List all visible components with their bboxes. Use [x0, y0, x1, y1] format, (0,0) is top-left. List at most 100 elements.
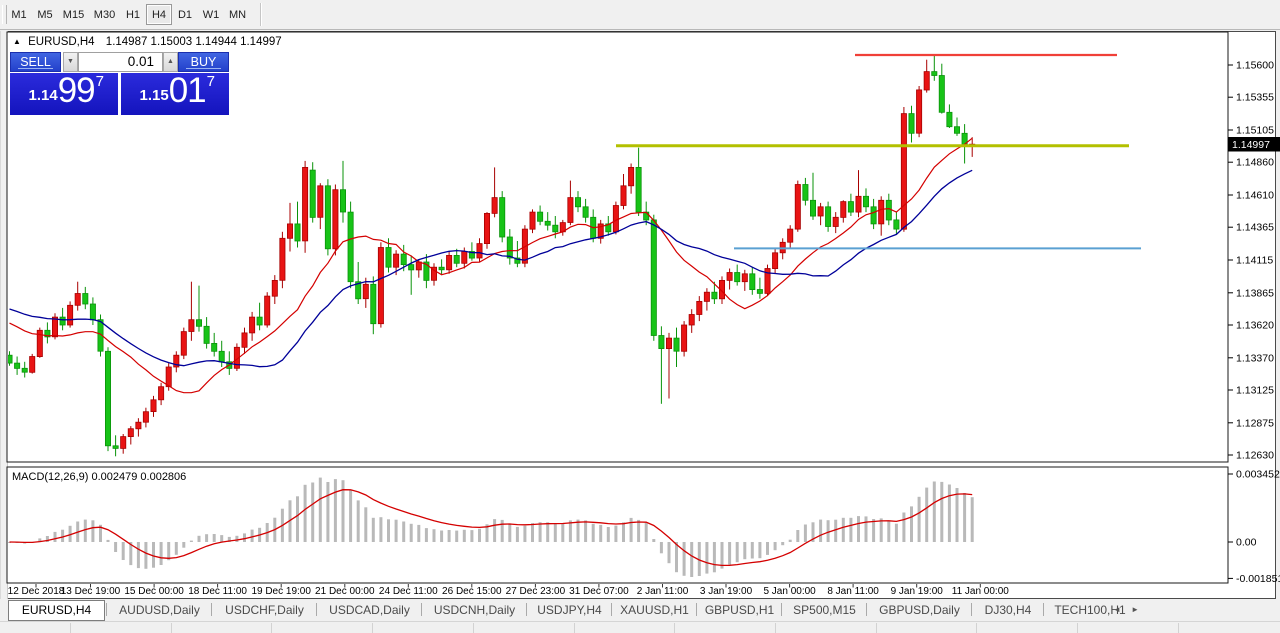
timeframe-button-W1[interactable]: W1	[202, 9, 220, 21]
timeframe-button-M30[interactable]: M30	[93, 9, 116, 21]
volume-input[interactable]: 0.01	[78, 52, 163, 72]
price-axis-label: 1.12875	[1236, 417, 1274, 429]
current-price-box	[1228, 137, 1280, 152]
macd-bar	[470, 530, 474, 542]
buy-price-button[interactable]: 1.15017	[121, 71, 229, 115]
candle	[279, 237, 286, 281]
macd-bar	[68, 525, 72, 542]
candle	[885, 199, 892, 221]
timeframe-button-MN[interactable]: MN	[228, 9, 247, 21]
timeframe-button-D1[interactable]: D1	[177, 9, 193, 21]
sell-underline	[17, 68, 54, 69]
macd-bar	[318, 477, 322, 542]
buy-button-label: BUY	[190, 55, 217, 69]
buy-underline	[185, 68, 222, 69]
macd-bar	[917, 496, 921, 542]
macd-bar	[773, 542, 777, 551]
price-axis-label: 1.15105	[1236, 125, 1274, 137]
symbol-marker-icon: ▲	[13, 37, 21, 46]
candle	[44, 329, 51, 338]
macd-bar	[235, 535, 239, 542]
tab-sp500-m15[interactable]: SP500,M15	[793, 603, 856, 617]
macd-bar	[523, 525, 527, 542]
status-pane-divider	[70, 623, 71, 633]
candle	[628, 166, 635, 187]
candle	[135, 421, 142, 430]
timeframe-button-M15[interactable]: M15	[62, 9, 85, 21]
buy-button[interactable]: BUY	[178, 52, 229, 72]
macd-bar	[227, 536, 231, 542]
macd-bar	[576, 519, 580, 542]
tab-usdjpy-h4[interactable]: USDJPY,H4	[537, 603, 602, 617]
candle	[772, 252, 779, 270]
macd-bar	[106, 539, 110, 542]
macd-bar	[303, 484, 307, 542]
chevron-up-icon: ▲	[167, 58, 174, 65]
buy-price-prefix: 1.15	[139, 87, 169, 104]
candle	[582, 206, 589, 218]
candle	[82, 293, 89, 305]
candle	[825, 206, 832, 227]
macd-bar	[887, 520, 891, 542]
tab-gbpusd-h1[interactable]: GBPUSD,H1	[704, 603, 775, 617]
macd-bar	[341, 480, 345, 542]
timeframe-button-M1[interactable]: M1	[11, 9, 27, 21]
tab-dj30-h4[interactable]: DJ30,H4	[984, 603, 1032, 617]
macd-bar	[659, 542, 663, 554]
macd-bar	[758, 542, 762, 559]
macd-bar	[781, 542, 785, 546]
toolbar-grip-icon[interactable]	[2, 5, 7, 24]
sell-button[interactable]: SELL	[10, 52, 61, 72]
candle	[643, 211, 650, 221]
current-price-label: 1.14997	[1232, 139, 1270, 151]
price-axis-label: 1.14115	[1236, 255, 1273, 267]
macd-histogram	[8, 477, 974, 577]
tab-gbpusd-daily[interactable]: GBPUSD,Daily	[879, 603, 960, 617]
macd-bar	[326, 482, 330, 542]
macd-bar	[932, 481, 936, 542]
macd-bar	[622, 522, 625, 542]
time-axis-label: 8 Jan 11:00	[827, 586, 879, 597]
candle	[385, 247, 392, 268]
candle	[180, 331, 187, 356]
tab-xauusd-h1[interactable]: XAUUSD,H1	[620, 603, 689, 617]
tab-usdcad-daily[interactable]: USDCAD,Daily	[329, 603, 410, 617]
status-pane-divider	[170, 623, 172, 633]
candle	[415, 261, 422, 271]
macd-bar	[811, 522, 815, 542]
macd-bar	[872, 519, 876, 542]
candle	[423, 261, 430, 281]
macd-bar	[796, 530, 800, 542]
macd-bar	[424, 528, 428, 542]
macd-bar	[250, 529, 254, 542]
tab-usdcnh-daily[interactable]: USDCNH,Daily	[433, 603, 516, 617]
tab-usdchf-daily[interactable]: USDCHF,Daily	[225, 603, 304, 617]
timeframe-button-H4[interactable]: H4	[146, 4, 172, 25]
timeframe-button-M5[interactable]: M5	[37, 9, 53, 21]
macd-bar	[705, 542, 709, 574]
candle	[476, 243, 483, 259]
candle	[673, 337, 680, 352]
volume-decrease-button[interactable]: ▼	[63, 52, 78, 72]
macd-bar	[197, 535, 201, 542]
macd-bar	[182, 542, 186, 548]
candle	[453, 254, 460, 264]
tab-tech100-h1[interactable]: TECH100,H1	[1054, 603, 1126, 617]
macd-bar	[129, 542, 133, 566]
buy-price-pipette: 7	[206, 73, 215, 90]
macd-bar	[371, 517, 375, 542]
chevron-down-icon: ▼	[67, 58, 74, 65]
timeframe-button-H1[interactable]: H1	[125, 9, 141, 21]
sell-price-button[interactable]: 1.14997	[10, 71, 118, 115]
volume-increase-button[interactable]: ▲	[163, 52, 178, 72]
macd-bar	[728, 542, 732, 565]
tab-eurusd-h4[interactable]: EURUSD,H4	[8, 600, 105, 621]
macd-bar	[311, 482, 315, 542]
macd-bar	[599, 524, 603, 542]
time-axis-label: 5 Jan 00:00	[763, 586, 816, 597]
tab-audusd-daily[interactable]: AUDUSD,Daily	[119, 603, 200, 617]
macd-bar	[834, 519, 838, 542]
tab-scroll-arrows[interactable]: ◄ ►	[1113, 605, 1144, 614]
tab-separator	[781, 603, 782, 616]
